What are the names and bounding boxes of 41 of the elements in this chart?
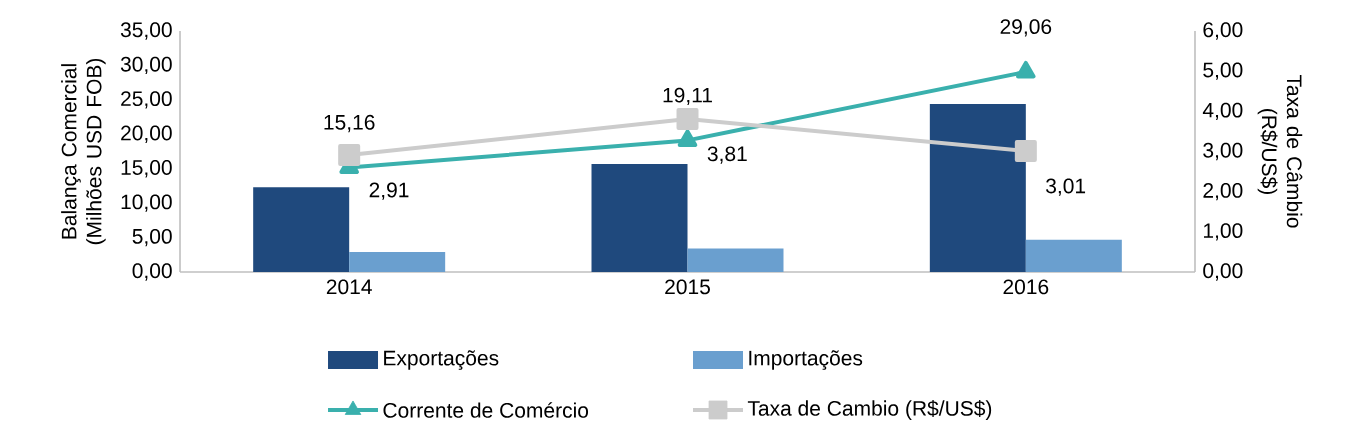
y-tick-label: 5,00 [132,228,172,247]
bar [349,252,446,272]
y-tick-label: 30,00 [120,56,172,75]
data-label: 3,01 [1046,178,1086,196]
y-tick-label: 35,00 [120,22,172,40]
y-tick-label: 20,00 [121,125,172,143]
data-label: 15,16 [324,114,375,133]
point [677,129,698,147]
data-label: 3,81 [707,146,747,164]
y-tick-label: 10,00 [121,194,172,212]
legend-label: Taxa de Cambio (R$/US$) [747,400,992,420]
point [676,107,699,130]
bar [1025,239,1122,272]
y-tick-label: 25,00 [121,91,172,109]
y2-tick-label: 5,00 [1203,62,1243,80]
x-tick-label: 2014 [326,279,372,295]
y2-axis-title: Taxa de Câmbio (R$/US$) [1257,74,1303,228]
point [1016,60,1036,79]
y2-tick-label: 3,00 [1203,142,1243,161]
bar [687,248,784,272]
data-label: 19,11 [663,87,712,106]
legend-label: Exportações [384,350,499,370]
legend-label: Corrente de Comércio [383,402,589,418]
x-tick-label: 2016 [1003,279,1049,295]
data-label: 2,91 [369,182,409,200]
y-tick-label: 15,00 [121,160,172,178]
y2-tick-label: 0,00 [1203,263,1243,281]
x-tick-label: 2015 [665,279,710,295]
y-tick-label: 0,00 [132,263,172,281]
bar [591,163,688,272]
data-label: 29,06 [1000,19,1052,37]
bar [929,103,1026,272]
y2-tick-label: 2,00 [1203,183,1243,201]
y2-tick-label: 4,00 [1202,102,1243,121]
y2-tick-label: 1,00 [1203,223,1243,241]
y-axis-title: Balança Comercial (Milhões USD FOB) [61,58,106,245]
legend-label: Importações [749,350,863,370]
bar [253,187,350,272]
point [338,144,361,167]
y2-tick-label: 6,00 [1203,22,1243,40]
point [1014,140,1037,163]
